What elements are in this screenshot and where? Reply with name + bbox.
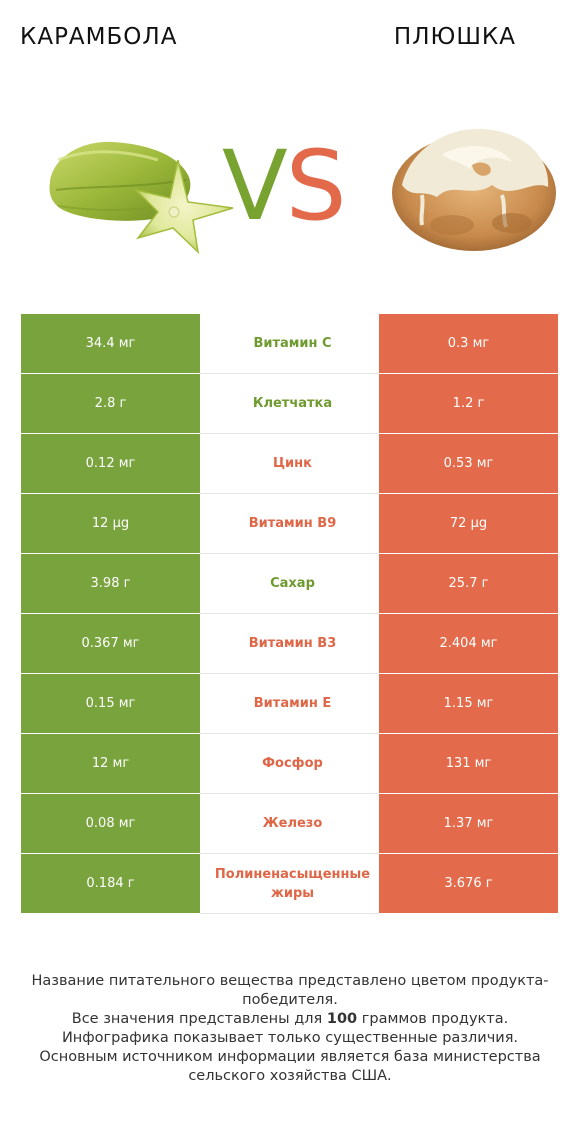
footer-line-2-b: 100 <box>326 1011 358 1027</box>
table-row: 2.8 г Клетчатка 1.2 г <box>21 373 558 434</box>
left-value: 0.15 мг <box>21 673 200 734</box>
table-row: 12 µg Витамин B9 72 µg <box>21 493 558 554</box>
right-value: 1.37 мг <box>379 793 558 854</box>
right-value: 1.2 г <box>379 373 558 434</box>
nutrient-label: Железо <box>262 816 323 831</box>
right-value: 0.3 мг <box>379 314 558 374</box>
table-row: 3.98 г Сахар 25.7 г <box>21 553 558 614</box>
nutrient-name: Витамин E <box>200 673 379 734</box>
nutrient-name: Сахар <box>200 553 379 614</box>
table-row: 0.08 мг Железо 1.37 мг <box>21 793 558 854</box>
left-value: 12 мг <box>21 733 200 794</box>
nutrient-name: Фосфор <box>200 733 379 794</box>
right-value: 2.404 мг <box>379 613 558 674</box>
nutrient-name: Клетчатка <box>200 373 379 434</box>
nutrient-name: Цинк <box>200 433 379 494</box>
vs-label: VS <box>222 138 347 234</box>
table-row: 0.15 мг Витамин E 1.15 мг <box>21 673 558 734</box>
nutrient-name: Витамин B3 <box>200 613 379 674</box>
left-value: 0.367 мг <box>21 613 200 674</box>
nutrient-label: Витамин C <box>253 336 332 351</box>
left-value: 0.08 мг <box>21 793 200 854</box>
table-row: 12 мг Фосфор 131 мг <box>21 733 558 794</box>
nutrient-label: Фосфор <box>262 756 323 771</box>
bun-image <box>392 128 556 251</box>
nutrient-label: Цинк <box>273 456 312 471</box>
right-value: 0.53 мг <box>379 433 558 494</box>
nutrient-label: Сахар <box>270 576 315 591</box>
table-row: 0.367 мг Витамин B3 2.404 мг <box>21 613 558 674</box>
nutrient-name: Полиненасыщенные жиры <box>200 853 379 914</box>
right-value: 72 µg <box>379 493 558 554</box>
table-row: 0.12 мг Цинк 0.53 мг <box>21 433 558 494</box>
left-value: 0.184 г <box>21 853 200 914</box>
vs-s: S <box>285 130 347 242</box>
nutrient-name: Витамин B9 <box>200 493 379 554</box>
left-value: 12 µg <box>21 493 200 554</box>
footer-line-4: Основным источником информации является … <box>39 1049 541 1084</box>
footer-line-2: Все значения представлены для 100 граммо… <box>20 1010 560 1029</box>
nutrient-name: Железо <box>200 793 379 854</box>
vs-v: V <box>222 130 288 242</box>
left-value: 3.98 г <box>21 553 200 614</box>
table-row: 34.4 мг Витамин C 0.3 мг <box>21 314 558 374</box>
left-value: 2.8 г <box>21 373 200 434</box>
table-row: 0.184 г Полиненасыщенные жиры 3.676 г <box>21 853 558 914</box>
right-value: 3.676 г <box>379 853 558 914</box>
footer-line-2-a: Все значения представлены для <box>71 1011 327 1027</box>
nutrient-label: Клетчатка <box>252 396 333 411</box>
left-product-title: КАРАМБОЛА <box>20 24 178 50</box>
left-value: 34.4 мг <box>21 314 200 374</box>
footer-note: Название питательного вещества представл… <box>20 972 560 1086</box>
nutrient-label: Полиненасыщенные жиры <box>214 866 371 901</box>
footer-line-3: Инфографика показывает только существенн… <box>61 1030 519 1046</box>
footer-line-1: Название питательного вещества представл… <box>31 973 549 1008</box>
nutrient-name: Витамин C <box>200 314 379 374</box>
right-value: 25.7 г <box>379 553 558 614</box>
nutrient-label: Витамин B9 <box>248 516 337 531</box>
nutrient-label: Витамин B3 <box>248 636 337 651</box>
right-product-title: ПЛЮШКА <box>393 24 516 50</box>
right-value: 131 мг <box>379 733 558 794</box>
right-value: 1.15 мг <box>379 673 558 734</box>
footer-line-2-c: граммов продукта. <box>357 1011 509 1027</box>
left-value: 0.12 мг <box>21 433 200 494</box>
comparison-table: 34.4 мг Витамин C 0.3 мг 2.8 г Клетчатка 1.2 … <box>21 314 558 914</box>
nutrient-label: Витамин E <box>253 696 332 711</box>
carambola-image <box>49 141 234 255</box>
